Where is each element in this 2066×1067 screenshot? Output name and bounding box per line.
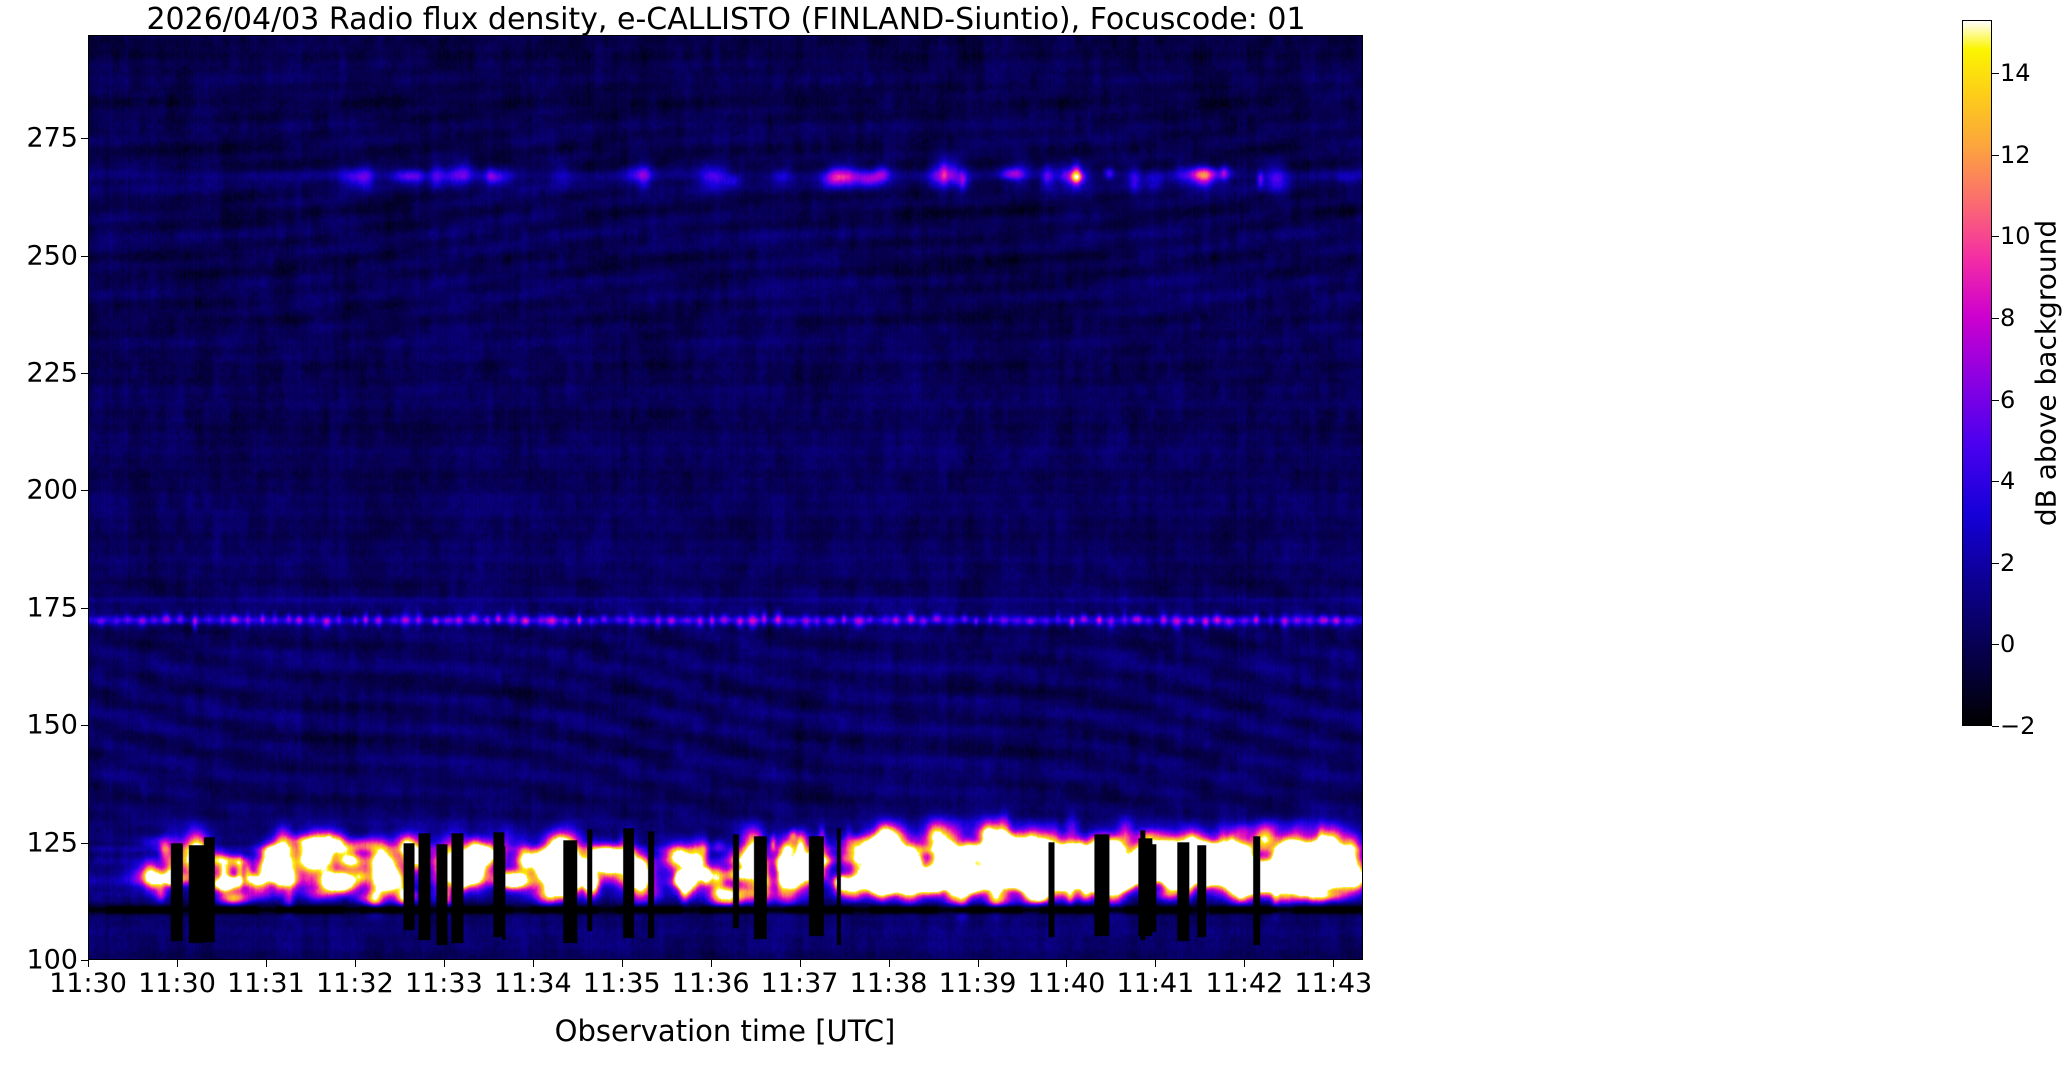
colorbar-tick-mark [1992, 236, 1999, 237]
spectrogram-canvas [89, 36, 1362, 959]
x-axis-tick-mark [1244, 960, 1245, 967]
x-axis-tick-label: 11:31 [226, 968, 305, 999]
y-axis-tick-label: 275 [26, 122, 78, 154]
colorbar-tick-label: 4 [2000, 467, 2016, 496]
colorbar-tick-mark [1992, 726, 1999, 727]
x-axis-tick-label: 11:39 [938, 968, 1017, 999]
x-axis-tick-mark [533, 960, 534, 967]
x-axis-tick-label: 11:35 [582, 968, 661, 999]
y-axis-tick-label: 250 [26, 240, 78, 272]
x-axis-tick-label: 11:36 [671, 968, 750, 999]
colorbar-tick-label: 0 [2000, 630, 2016, 659]
colorbar-tick-label: 14 [2000, 59, 2031, 88]
y-axis-tick-mark [81, 373, 88, 374]
y-axis-tick-mark [81, 725, 88, 726]
x-axis-tick-label: 11:41 [1116, 968, 1195, 999]
x-axis-tick-mark [622, 960, 623, 967]
colorbar-tick-mark [1992, 318, 1999, 319]
x-axis-tick-label: 11:33 [404, 968, 483, 999]
x-axis-tick-mark [711, 960, 712, 967]
colorbar-tick-mark [1992, 563, 1999, 564]
y-axis-tick-label: 175 [26, 592, 78, 624]
x-axis-tick-mark [266, 960, 267, 967]
x-axis-tick-mark [1333, 960, 1334, 967]
colorbar-tick-label: 8 [2000, 303, 2016, 332]
y-axis-tick-mark [81, 256, 88, 257]
x-axis-tick-mark [355, 960, 356, 967]
x-axis-tick-label: 11:42 [1205, 968, 1284, 999]
colorbar-tick-mark [1992, 644, 1999, 645]
y-axis-tick-label: 200 [26, 474, 78, 506]
y-axis-tick-mark [81, 138, 88, 139]
y-axis-tick-label: 100 [26, 944, 78, 976]
colorbar-tick-mark [1992, 73, 1999, 74]
x-axis-tick-mark [88, 960, 89, 967]
x-axis-label: Observation time [UTC] [554, 1014, 896, 1048]
x-axis-tick-mark [1155, 960, 1156, 967]
colorbar-tick-label: 10 [2000, 222, 2031, 251]
colorbar-label: dB above background [2029, 219, 2063, 527]
y-axis-tick-mark [81, 843, 88, 844]
y-axis-tick-mark [81, 608, 88, 609]
y-axis-tick-mark [81, 960, 88, 961]
y-axis-tick-label: 225 [26, 357, 78, 389]
x-axis-tick-label: 11:43 [1294, 968, 1373, 999]
x-axis-tick-label: 11:40 [1027, 968, 1106, 999]
colorbar-tick-label: −2 [2000, 712, 2036, 740]
x-axis-tick-mark [1066, 960, 1067, 967]
x-axis-tick-label: 11:38 [849, 968, 928, 999]
x-axis-tick-label: 11:30 [138, 968, 216, 999]
colorbar[interactable] [1962, 20, 1992, 726]
colorbar-tick-mark [1992, 400, 1999, 401]
x-axis-tick-mark [444, 960, 445, 967]
colorbar-gradient [1963, 21, 1991, 725]
x-axis-tick-label: 11:34 [493, 968, 572, 999]
x-axis-tick-mark [978, 960, 979, 967]
y-axis-tick-mark [81, 490, 88, 491]
colorbar-tick-label: 6 [2000, 385, 2016, 414]
y-axis-tick-label: 150 [26, 709, 78, 741]
page-title: 2026/04/03 Radio flux density, e-CALLIST… [146, 2, 1306, 37]
plot-area[interactable] [88, 35, 1363, 960]
x-axis-tick-mark [177, 960, 178, 967]
colorbar-tick-label: 2 [2000, 548, 2016, 577]
spectrogram-heatmap [89, 36, 1362, 959]
x-axis-tick-mark [800, 960, 801, 967]
colorbar-tick-label: 12 [2000, 140, 2031, 169]
x-axis-tick-label: 11:37 [760, 968, 839, 999]
x-axis-tick-label: 11:32 [315, 968, 394, 999]
x-axis-tick-mark [889, 960, 890, 967]
colorbar-tick-mark [1992, 155, 1999, 156]
x-axis-tick-label: 11:30 [49, 968, 127, 999]
colorbar-tick-mark [1992, 481, 1999, 482]
y-axis-tick-label: 125 [26, 827, 78, 859]
